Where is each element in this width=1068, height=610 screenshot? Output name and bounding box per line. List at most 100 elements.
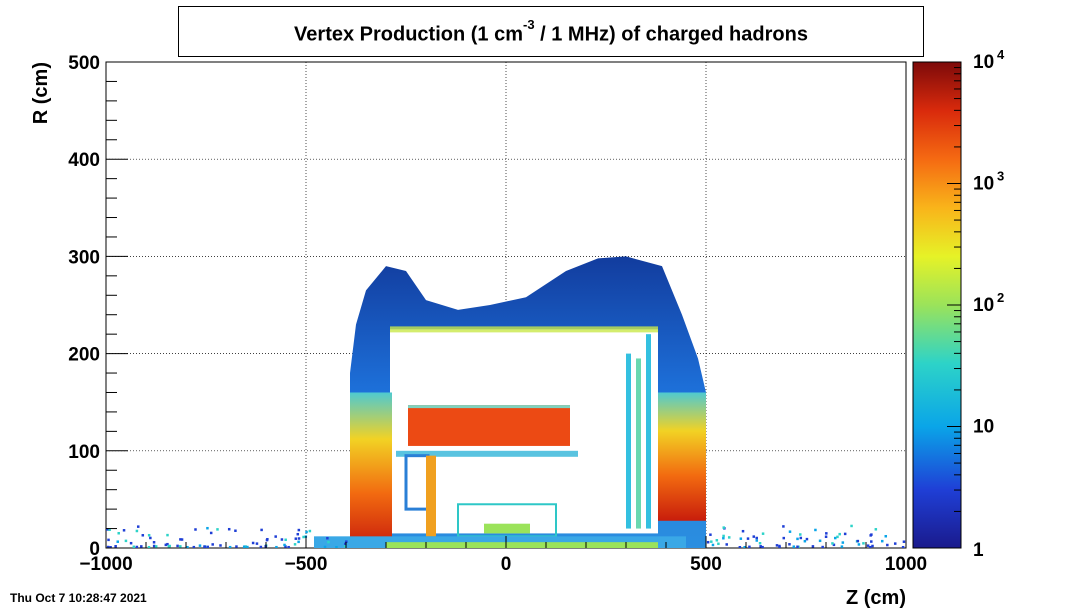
hit-mark bbox=[284, 545, 287, 548]
hit-mark bbox=[711, 543, 715, 547]
y-tick-label: 400 bbox=[68, 150, 100, 171]
hit-mark bbox=[106, 545, 110, 548]
hit-mark bbox=[255, 542, 259, 545]
hit-mark bbox=[805, 537, 809, 541]
hit-mark bbox=[296, 532, 300, 536]
hit-mark bbox=[811, 545, 815, 548]
hit-mark bbox=[886, 543, 889, 547]
hit-mark bbox=[746, 537, 750, 540]
hit-mark bbox=[135, 545, 139, 548]
hit-mark bbox=[870, 533, 873, 536]
colorbar-label-exponent: 2 bbox=[997, 290, 1004, 305]
hit-mark bbox=[799, 536, 803, 540]
hit-mark bbox=[743, 545, 746, 548]
hit-mark bbox=[293, 543, 297, 546]
region-support-bar bbox=[396, 450, 578, 457]
hit-mark bbox=[821, 545, 824, 548]
hit-mark bbox=[211, 543, 214, 546]
hit-mark bbox=[345, 540, 348, 543]
hit-mark bbox=[741, 529, 745, 533]
hit-mark bbox=[901, 545, 905, 548]
region-left-inner-hot bbox=[426, 455, 436, 537]
hit-mark bbox=[129, 541, 133, 545]
hit-mark bbox=[132, 545, 136, 548]
hit-mark bbox=[893, 542, 897, 545]
hit-mark bbox=[294, 537, 298, 540]
hit-mark bbox=[179, 545, 182, 548]
hit-mark bbox=[280, 538, 284, 541]
hit-mark bbox=[880, 539, 884, 543]
hit-mark bbox=[251, 541, 255, 545]
hit-mark bbox=[209, 531, 213, 535]
hit-mark bbox=[305, 530, 308, 534]
hit-mark bbox=[227, 527, 231, 531]
hit-mark bbox=[824, 535, 828, 539]
hit-mark bbox=[759, 545, 762, 548]
hit-mark bbox=[803, 539, 807, 543]
hit-mark bbox=[818, 539, 822, 543]
hit-mark bbox=[107, 538, 110, 542]
hit-mark bbox=[792, 545, 796, 548]
hit-mark bbox=[902, 540, 906, 543]
hit-mark bbox=[788, 543, 791, 546]
hit-mark bbox=[884, 534, 888, 538]
hit-mark bbox=[874, 528, 878, 531]
colorbar-label: 10 bbox=[973, 417, 994, 438]
hit-mark bbox=[782, 536, 786, 540]
hit-mark bbox=[147, 546, 151, 548]
chart-title: Vertex Production (1 cm-3 / 1 MHz) of ch… bbox=[179, 17, 923, 47]
hit-mark bbox=[709, 533, 712, 536]
hit-mark bbox=[326, 536, 329, 540]
sparse-hits bbox=[106, 524, 906, 548]
hit-mark bbox=[838, 532, 841, 536]
hit-mark bbox=[722, 526, 726, 529]
hit-mark bbox=[335, 545, 338, 548]
hit-mark bbox=[274, 535, 277, 538]
hit-mark bbox=[141, 534, 145, 537]
hit-mark bbox=[140, 545, 143, 548]
y-tick-label: 100 bbox=[68, 442, 100, 463]
region-cavity-top-band bbox=[390, 326, 658, 333]
hit-mark bbox=[114, 545, 117, 548]
hit-mark bbox=[344, 542, 347, 546]
colorbar-label-exponent: 3 bbox=[997, 169, 1004, 184]
region-right-strut-b bbox=[636, 358, 641, 529]
axes: −1000 −500 0 500 1000 0 100 200 300 400 500 bbox=[68, 53, 927, 575]
hit-mark bbox=[244, 545, 247, 548]
hit-mark bbox=[206, 526, 209, 530]
hit-mark bbox=[706, 540, 710, 544]
hit-mark bbox=[717, 542, 720, 546]
hit-mark bbox=[710, 540, 713, 543]
region-left-endcap bbox=[350, 392, 392, 548]
hit-mark bbox=[194, 528, 197, 531]
y-tick-label: 500 bbox=[68, 53, 100, 74]
hit-mark bbox=[862, 542, 865, 545]
y-tick-label: 200 bbox=[68, 345, 100, 366]
hit-mark bbox=[755, 536, 758, 540]
hit-mark bbox=[147, 533, 151, 537]
hit-mark bbox=[167, 544, 171, 548]
hit-mark bbox=[302, 535, 305, 539]
hit-mark bbox=[179, 538, 182, 541]
region-beamline-core bbox=[386, 542, 658, 548]
hit-mark bbox=[715, 539, 719, 542]
hit-mark bbox=[283, 543, 286, 547]
hit-mark bbox=[203, 545, 206, 548]
hit-mark bbox=[192, 545, 196, 548]
x-tick-label: −500 bbox=[285, 554, 328, 575]
hit-mark bbox=[755, 539, 759, 542]
hit-mark bbox=[799, 533, 802, 536]
hit-mark bbox=[832, 543, 836, 547]
hit-mark bbox=[242, 545, 246, 548]
hit-mark bbox=[782, 525, 785, 528]
hit-mark bbox=[739, 537, 743, 540]
hit-mark bbox=[235, 545, 238, 548]
hit-mark bbox=[297, 540, 300, 544]
hit-mark bbox=[186, 545, 189, 548]
hit-mark bbox=[825, 532, 828, 535]
x-tick-label: 500 bbox=[690, 554, 722, 575]
hit-mark bbox=[738, 545, 742, 548]
hit-mark bbox=[761, 545, 764, 548]
hit-mark bbox=[122, 529, 126, 532]
hit-mark bbox=[124, 539, 128, 543]
